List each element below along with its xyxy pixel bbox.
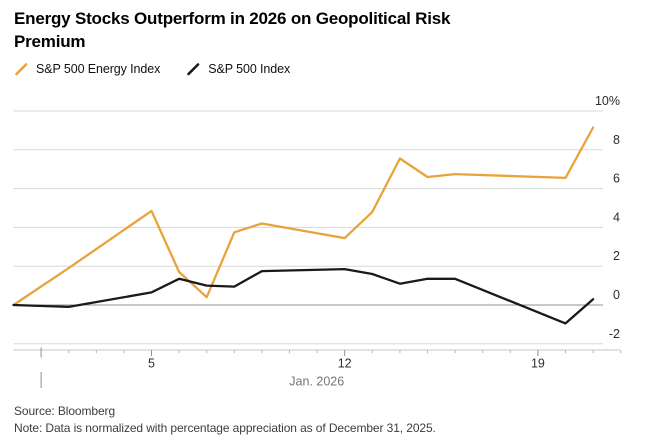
y-tick-label: 10% xyxy=(595,94,620,108)
chart-title: Energy Stocks Outperform in 2026 on Geop… xyxy=(14,9,451,51)
chart-legend: S&P 500 Energy Index S&P 500 Index xyxy=(14,62,290,76)
x-tick-label: 5 xyxy=(148,357,155,371)
y-tick-label: 6 xyxy=(613,172,620,186)
legend-item-spx: S&P 500 Index xyxy=(186,62,290,76)
x-tick-label: 12 xyxy=(338,357,352,371)
chart-footer: Source: Bloomberg Note: Data is normaliz… xyxy=(14,403,436,436)
y-tick-label: 2 xyxy=(613,249,620,263)
energy-series-line xyxy=(12,126,595,307)
legend-label-spx: S&P 500 Index xyxy=(208,62,291,76)
y-tick-label: 4 xyxy=(613,210,620,224)
x-tick-label: 19 xyxy=(531,357,545,371)
note-line: Note: Data is normalized with percentage… xyxy=(14,420,436,435)
legend-item-energy: S&P 500 Energy Index xyxy=(14,62,160,76)
spx-series-line xyxy=(12,267,595,325)
spx-line-swatch-icon xyxy=(187,62,200,75)
source-line: Source: Bloomberg xyxy=(14,404,116,418)
y-tick-label: -2 xyxy=(609,327,620,341)
y-tick-label: 0 xyxy=(613,288,620,302)
legend-label-energy: S&P 500 Energy Index xyxy=(36,62,161,76)
energy-line-swatch-icon xyxy=(15,62,28,75)
y-tick-label: 8 xyxy=(613,133,620,147)
x-axis-month-label: Jan. 2026 xyxy=(289,375,344,389)
